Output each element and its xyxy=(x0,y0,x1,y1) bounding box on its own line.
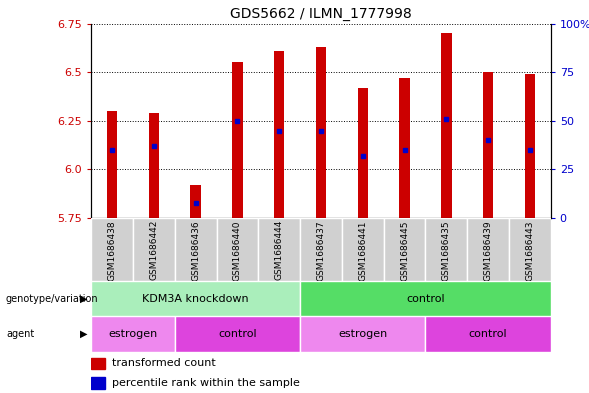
Bar xyxy=(91,281,300,316)
Text: control: control xyxy=(469,329,507,339)
Text: GSM1686443: GSM1686443 xyxy=(525,220,534,281)
Bar xyxy=(274,51,284,218)
Text: ▶: ▶ xyxy=(80,294,87,304)
Bar xyxy=(509,218,551,281)
Text: control: control xyxy=(218,329,257,339)
Bar xyxy=(149,113,159,218)
Bar xyxy=(259,218,300,281)
Text: estrogen: estrogen xyxy=(108,329,158,339)
Bar xyxy=(358,88,368,218)
Text: ▶: ▶ xyxy=(80,329,87,339)
Text: genotype/variation: genotype/variation xyxy=(6,294,98,304)
Bar xyxy=(217,218,259,281)
Bar xyxy=(91,358,105,369)
Bar xyxy=(91,218,133,281)
Bar xyxy=(300,316,425,352)
Text: GSM1686439: GSM1686439 xyxy=(484,220,492,281)
Bar xyxy=(525,74,535,218)
Text: GSM1686440: GSM1686440 xyxy=(233,220,242,281)
Bar xyxy=(467,218,509,281)
Text: GSM1686438: GSM1686438 xyxy=(108,220,117,281)
Bar xyxy=(316,47,326,218)
Bar xyxy=(133,218,175,281)
Text: control: control xyxy=(406,294,445,304)
Bar xyxy=(383,218,425,281)
Bar xyxy=(91,316,175,352)
Text: GSM1686444: GSM1686444 xyxy=(274,220,284,280)
Bar xyxy=(300,218,342,281)
Text: GSM1686437: GSM1686437 xyxy=(316,220,326,281)
Title: GDS5662 / ILMN_1777998: GDS5662 / ILMN_1777998 xyxy=(230,7,412,21)
Text: agent: agent xyxy=(6,329,34,339)
Text: transformed count: transformed count xyxy=(112,358,216,368)
Bar xyxy=(483,72,494,218)
Bar xyxy=(175,316,300,352)
Bar xyxy=(441,33,452,218)
Text: estrogen: estrogen xyxy=(338,329,388,339)
Bar xyxy=(91,377,105,389)
Text: GSM1686436: GSM1686436 xyxy=(191,220,200,281)
Bar xyxy=(232,62,243,218)
Text: GSM1686442: GSM1686442 xyxy=(150,220,158,280)
Bar xyxy=(425,218,467,281)
Text: GSM1686445: GSM1686445 xyxy=(400,220,409,281)
Bar xyxy=(342,218,383,281)
Bar xyxy=(300,281,551,316)
Text: KDM3A knockdown: KDM3A knockdown xyxy=(143,294,249,304)
Text: percentile rank within the sample: percentile rank within the sample xyxy=(112,378,300,388)
Text: GSM1686435: GSM1686435 xyxy=(442,220,451,281)
Bar xyxy=(399,78,410,218)
Bar xyxy=(190,185,201,218)
Text: GSM1686441: GSM1686441 xyxy=(358,220,368,281)
Bar xyxy=(175,218,217,281)
Bar xyxy=(425,316,551,352)
Bar xyxy=(107,111,117,218)
